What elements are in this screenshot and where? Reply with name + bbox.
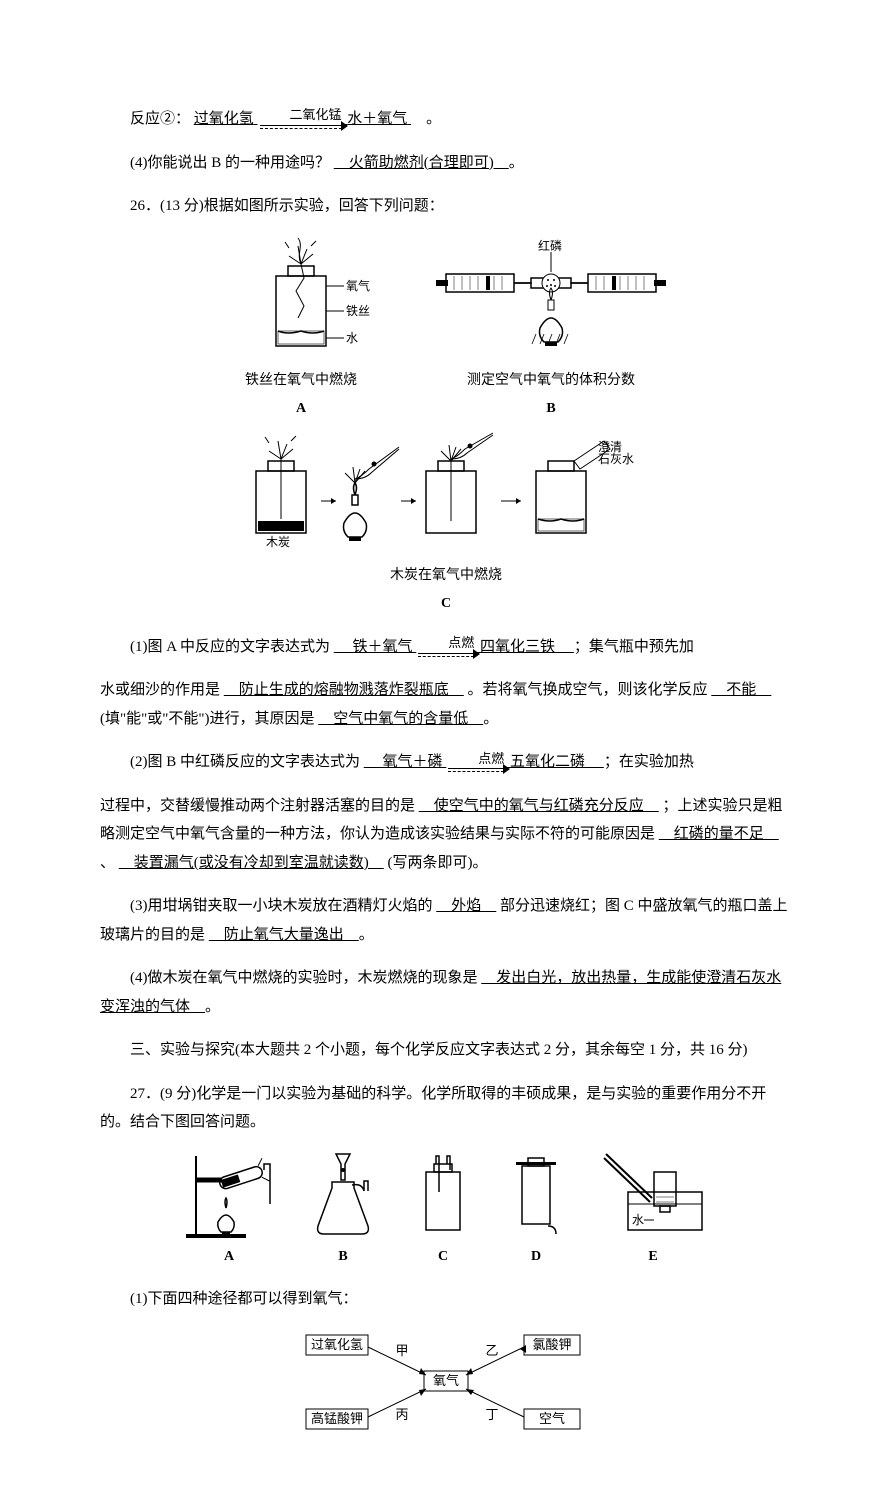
- o2-flowchart: 过氧化氢 氯酸钾 氧气 高锰酸钾 空气 甲 乙 丙 丁: [100, 1329, 792, 1439]
- fig-c-letter: C: [236, 591, 656, 618]
- reaction2-arrow: 二氧化锰: [260, 108, 342, 130]
- section-3-title: 三、实验与探究(本大题共 2 个小题，每个化学反应文字表达式 2 分，其余每空 …: [100, 1036, 792, 1065]
- q26-1-ans3: 空气中氧气的含量低: [318, 711, 483, 727]
- flow-h2o2: 过氧化氢: [311, 1337, 363, 1352]
- apparatus-e: 水 E: [598, 1152, 708, 1271]
- reaction2-catalyst: 二氧化锰: [260, 108, 342, 122]
- q26-1-ans2: 不能: [711, 682, 771, 698]
- q25-4-prefix: (4)你能说出 B 的一种用途吗？: [130, 155, 330, 171]
- q26-2-cont: 过程中，交替缓慢推动两个注射器活塞的目的是 使空气中的氧气与红磷充分反应 ；上述…: [100, 792, 792, 878]
- q26-1-expr: 铁＋氧气 点燃 四氧化三铁: [334, 639, 574, 655]
- fig-b-svg: 红磷: [436, 236, 666, 366]
- fig-a-svg: 氧气 铁丝 水: [226, 236, 376, 366]
- app-a-letter: A: [184, 1244, 274, 1271]
- q26-3: (3)用坩埚钳夹取一小块木炭放在酒精灯火焰的 外焰 部分迅速烧红；图 C 中盛放…: [100, 892, 792, 949]
- apparatus-c: C: [412, 1152, 474, 1271]
- fig-c-caption: 木炭在氧气中燃烧: [236, 563, 656, 590]
- flow-o2: 氧气: [433, 1373, 459, 1388]
- figure-c: 木炭: [236, 431, 656, 618]
- flow-jia: 甲: [395, 1343, 408, 1358]
- q26-1-ans1: 防止生成的熔融物溅落炸裂瓶底: [224, 682, 464, 698]
- q26-2: (2)图 B 中红磷反应的文字表达式为 氧气＋磷 点燃 五氧化二磷 ；在实验加热: [100, 748, 792, 777]
- reaction2-prefix: 反应②：: [130, 111, 190, 127]
- flow-air: 空气: [539, 1411, 565, 1426]
- flow-bing: 丙: [395, 1407, 408, 1422]
- fig-b-caption: 测定空气中氧气的体积分数: [436, 368, 666, 395]
- figure-a: 氧气 铁丝 水 铁丝在氧气中燃烧 A: [226, 236, 376, 423]
- q26-1: (1)图 A 中反应的文字表达式为 铁＋氧气 点燃 四氧化三铁 ；集气瓶中预先加: [100, 633, 792, 662]
- q27-1: (1)下面四种途径都可以得到氧气：: [100, 1285, 792, 1314]
- q26-2-arrow: 点燃: [448, 752, 504, 774]
- flow-kclo3: 氯酸钾: [532, 1337, 571, 1352]
- flow-ding: 丁: [485, 1407, 498, 1422]
- q27-stem: 27．(9 分)化学是一门以实验为基础的科学。化学所取得的丰硕成果，是与实验的重…: [100, 1080, 792, 1137]
- q25-4-answer: 火箭助燃剂(合理即可): [334, 155, 509, 171]
- reaction2-reagent: 过氧化氢: [194, 111, 254, 127]
- fig-row-c: 木炭: [100, 431, 792, 618]
- fig-a-letter: A: [226, 396, 376, 423]
- lbl-water: 水: [346, 331, 358, 345]
- lbl-charcoal: 木炭: [266, 535, 290, 549]
- fig-b-letter: B: [436, 396, 666, 423]
- fig-row-ab: 氧气 铁丝 水 铁丝在氧气中燃烧 A: [100, 236, 792, 423]
- apparatus-a: A: [184, 1152, 274, 1271]
- spacer: [411, 111, 426, 127]
- fig-c-svg: 木炭: [236, 431, 656, 561]
- app-e-letter: E: [598, 1244, 708, 1271]
- q26-2-ans1: 使空气中的氧气与红磷充分反应: [419, 798, 659, 814]
- q26-1-cont: 水或细沙的作用是 防止生成的熔融物溅落炸裂瓶底 。若将氧气换成空气，则该化学反应…: [100, 676, 792, 733]
- flow-yi: 乙: [485, 1343, 498, 1358]
- q26-3-ans2: 防止氧气大量逸出: [209, 927, 359, 943]
- q26-2-ans2: 红磷的量不足: [659, 826, 779, 842]
- apparatus-b: B: [308, 1152, 378, 1271]
- reaction2-products: 水＋氧气: [347, 111, 407, 127]
- q26-1-arrow: 点燃: [418, 636, 474, 658]
- q26-2-expr: 氧气＋磷 点燃 五氧化二磷: [364, 754, 604, 770]
- lbl-redp: 红磷: [538, 238, 562, 253]
- q25-4: (4)你能说出 B 的一种用途吗？ 火箭助燃剂(合理即可) 。: [100, 149, 792, 178]
- reaction2-expression: 过氧化氢 二氧化锰 水＋氧气: [194, 111, 411, 127]
- q26-2-ans3: 装置漏气(或没有冷却到室温就读数): [119, 855, 384, 871]
- flow-kmno4: 高锰酸钾: [311, 1411, 363, 1426]
- app-b-letter: B: [308, 1244, 378, 1271]
- figure-b: 红磷 测定空气中氧气的体积分数 B: [436, 236, 666, 423]
- app-d-letter: D: [508, 1244, 564, 1271]
- fig-a-caption: 铁丝在氧气中燃烧: [226, 368, 376, 395]
- apparatus-row: A B C: [100, 1152, 792, 1271]
- reaction-2-line: 反应②： 过氧化氢 二氧化锰 水＋氧气 。: [100, 105, 792, 134]
- apparatus-d: D: [508, 1152, 564, 1271]
- q26-4: (4)做木炭在氧气中燃烧的实验时，木炭燃烧的现象是 发出白光，放出热量，生成能使…: [100, 964, 792, 1021]
- q26-stem: 26．(13 分)根据如图所示实验，回答下列问题：: [100, 192, 792, 221]
- q26-3-ans1: 外焰: [436, 898, 496, 914]
- lbl-limewater: 澄清石灰水: [598, 439, 634, 466]
- lbl-o2: 氧气: [346, 278, 370, 293]
- lbl-iron: 铁丝: [346, 304, 370, 318]
- lbl-water-e: 水: [632, 1213, 644, 1227]
- app-c-letter: C: [412, 1244, 474, 1271]
